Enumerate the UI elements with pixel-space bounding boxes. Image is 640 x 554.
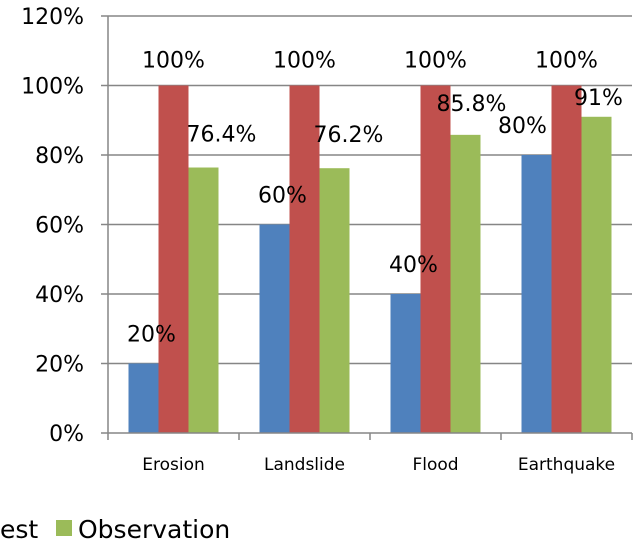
y-tick-label: 60% (35, 214, 84, 239)
category-label: Earthquake (518, 455, 615, 475)
data-label: 40% (389, 253, 438, 278)
axes: 0% 20% 40% 60% 80% 100% 120% Erosion Landslide Fl… (21, 5, 633, 475)
data-label: 100% (404, 49, 467, 74)
data-label: 80% (498, 114, 547, 139)
bar-observation-flood (450, 134, 481, 433)
y-tick-label: 0% (49, 422, 84, 447)
bars (128, 85, 612, 434)
y-tick-label: 40% (35, 283, 84, 308)
bar-pre-test-landslide (259, 224, 290, 433)
bar-post-test-erosion (158, 85, 189, 433)
bar-post-test-landslide (289, 85, 320, 433)
bar-observation-erosion (188, 167, 219, 433)
legend: est Observation (0, 515, 230, 544)
data-labels: 20% 100% 76.4% 60% 100% 76.2% 40% 100% 85.8%80% 1… (127, 49, 623, 348)
data-label: 100% (273, 49, 336, 74)
data-label: 85.8% (437, 92, 507, 117)
legend-label: Observation (78, 515, 230, 544)
category-label: Erosion (142, 455, 205, 475)
legend-label: est (0, 515, 38, 544)
data-label: 100% (142, 49, 205, 74)
data-label: 76.4% (187, 123, 257, 148)
category-label: Landslide (264, 455, 345, 475)
bar-pre-test-earthquake (521, 155, 552, 433)
bar-pre-test-flood (390, 294, 421, 433)
data-label: 100% (535, 49, 598, 74)
y-tick-label: 100% (21, 75, 84, 100)
bar-observation-landslide (319, 168, 350, 433)
data-label: 60% (258, 184, 307, 209)
bar-post-test-earthquake (551, 85, 582, 433)
bar-pre-test-erosion (128, 363, 159, 433)
data-label: 91% (574, 86, 623, 111)
legend-swatch-observation (56, 520, 72, 536)
y-tick-label: 20% (35, 353, 84, 378)
bar-observation-earthquake (581, 116, 612, 434)
data-label: 20% (127, 323, 176, 348)
bar-post-test-flood (420, 85, 451, 433)
y-tick-label: 120% (21, 5, 84, 30)
category-label: Flood (412, 455, 458, 475)
data-label: 76.2% (314, 123, 384, 148)
y-tick-label: 80% (35, 144, 84, 169)
